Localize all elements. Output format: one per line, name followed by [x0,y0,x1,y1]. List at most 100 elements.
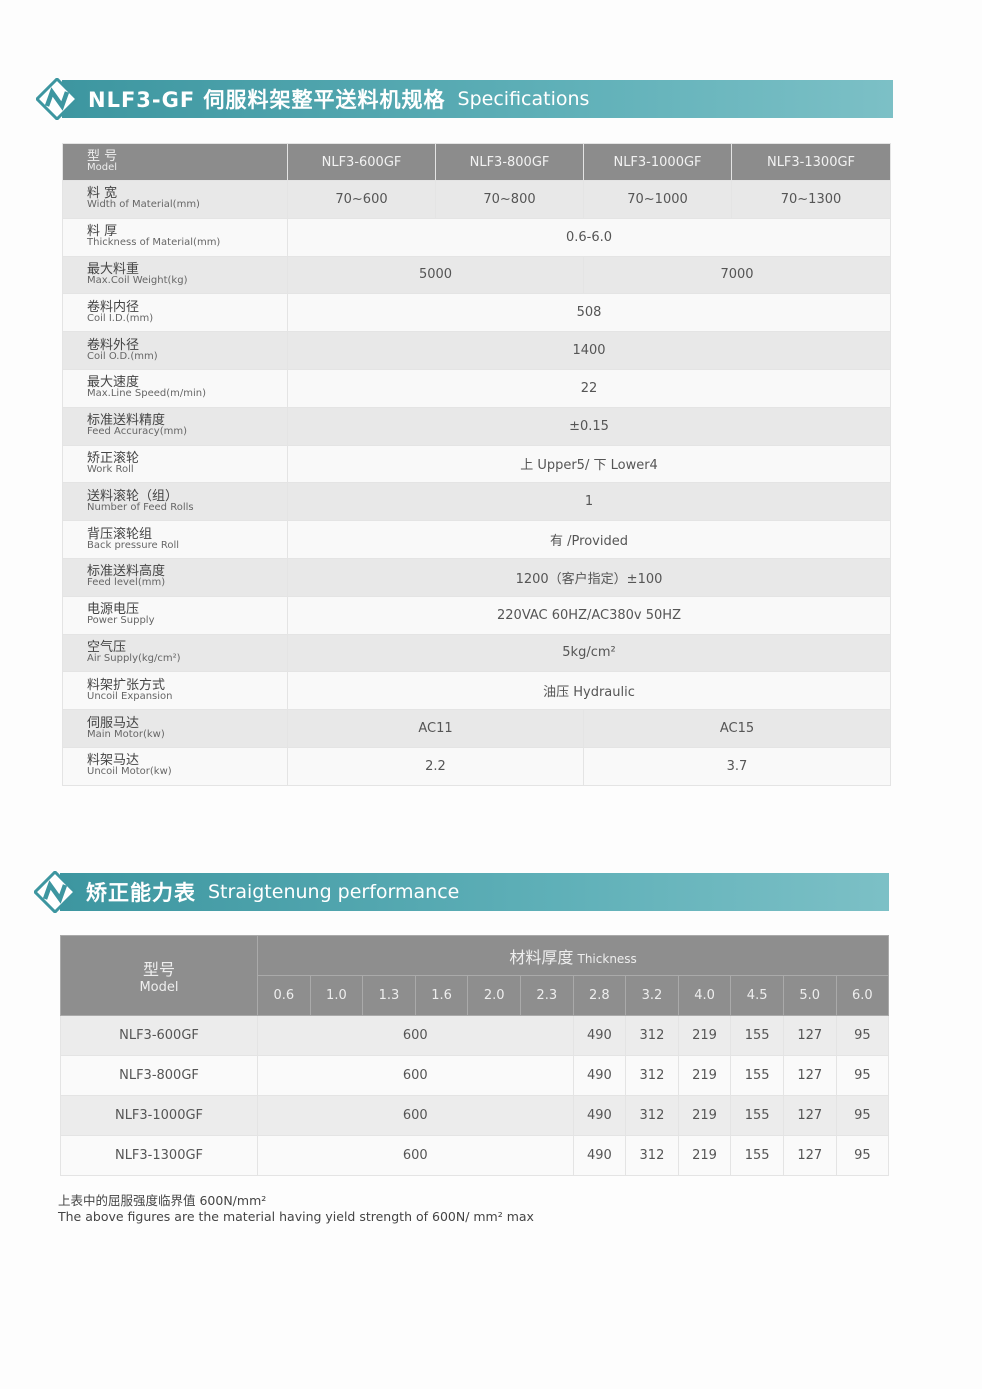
cell-value: 70~600 [287,180,436,219]
thickness-column: 1.3 [362,975,416,1016]
cell-value: 2.2 [287,746,584,786]
model-cell: NLF3-800GF [60,1055,258,1096]
table-row: 标准送料精度 Feed Accuracy(mm) ±0.15 [62,406,891,446]
cell-value: AC11 [287,709,584,748]
model-column: NLF3-800GF [435,143,584,181]
thickness-column: 2.3 [519,975,574,1016]
logo-icon [34,871,76,913]
logo-icon [36,78,78,120]
row-label: 矫正滚轮 Work Roll [62,444,288,484]
cell-value: 70~800 [435,180,584,219]
table-row: 矫正滚轮 Work Roll 上 Upper5/ 下 Lower4 [62,444,891,484]
row-label: 料架马达 Uncoil Motor(kw) [62,746,288,786]
cell-value: 95 [835,1055,890,1096]
thickness-header: 材料厚度 Thickness [256,935,890,976]
cell-value: 1 [287,482,891,522]
row-label: 空气压 Air Supply(kg/cm²) [62,633,288,673]
table-row: 伺服马达 Main Motor(kw) AC11 AC15 [62,709,891,748]
cell-value: 有 /Provided [287,520,891,559]
row-label: 伺服马达 Main Motor(kw) [62,709,288,748]
row-label: 送料滚轮（组） Number of Feed Rolls [62,482,288,522]
thickness-column: 5.0 [782,975,837,1016]
performance-table: 型号 Model 材料厚度 Thickness 0.6 1.0 1.3 1.6 2.0 2.… [60,935,890,1176]
spec-banner: NLF3-GF 伺服料架整平送料机规格 Specifications [36,78,893,120]
cell-value: 3.7 [583,746,891,786]
table-row: 卷料外径 Coil O.D.(mm) 1400 [62,331,891,370]
row-label: 标准送料高度 Feed level(mm) [62,557,288,597]
perf-title-en: Straigtenung performance [208,881,460,903]
cell-value: 95 [835,1095,890,1136]
spec-title-cn: NLF3-GF 伺服料架整平送料机规格 [88,88,446,112]
table-row: 背压滚轮组 Back pressure Roll 有 /Provided [62,520,891,559]
cell-value: 油压 Hydraulic [287,671,891,711]
cell-value: 490 [572,1055,627,1096]
cell-value: 127 [782,1135,837,1176]
cell-value: 490 [572,1135,627,1176]
cell-value: 1200（客户指定）±100 [287,557,891,597]
spec-title-en: Specifications [457,88,590,110]
footnote: 上表中的屈服强度临界值 600N/mm² The above figures a… [58,1193,534,1225]
footnote-cn: 上表中的屈服强度临界值 600N/mm² [58,1193,267,1208]
thickness-column: 0.6 [257,975,311,1016]
row-label: 最大速度 Max.Line Speed(m/min) [62,368,288,408]
table-row: 料 厚 Thickness of Material(mm) 0.6-6.0 [62,217,891,257]
cell-value: 155 [730,1055,784,1096]
cell-value: 600 [257,1055,574,1096]
row-label: 料架扩张方式 Uncoil Expansion [62,671,288,711]
row-label: 背压滚轮组 Back pressure Roll [62,520,288,559]
table-row: 料架扩张方式 Uncoil Expansion 油压 Hydraulic [62,671,891,711]
thickness-column: 2.8 [572,975,627,1016]
footnote-en: The above figures are the material havin… [58,1209,534,1224]
cell-value: 312 [625,1015,679,1056]
table-row: NLF3-1300GF 600 490 312 219 155 127 95 [60,1135,890,1176]
cell-value: 上 Upper5/ 下 Lower4 [287,444,891,484]
table-row: 最大料重 Max.Coil Weight(kg) 5000 7000 [62,255,891,295]
model-header: 型号 Model [60,935,258,1016]
perf-title-cn: 矫正能力表 [86,881,196,905]
cell-value: 5kg/cm² [287,633,891,673]
cell-value: 127 [782,1015,837,1056]
row-label: 最大料重 Max.Coil Weight(kg) [62,255,288,295]
table-row: 卷料内径 Coil I.D.(mm) 508 [62,293,891,333]
cell-value: 70~1300 [731,180,891,219]
table-row: 空气压 Air Supply(kg/cm²) 5kg/cm² [62,633,891,673]
cell-value: 7000 [583,255,891,295]
cell-value: 95 [835,1015,890,1056]
table-header-row: 型 号 Model NLF3-600GF NLF3-800GF NLF3-1000… [62,143,891,181]
thickness-column: 3.2 [625,975,679,1016]
row-label: 料 宽 Width of Material(mm) [62,180,288,219]
model-cell: NLF3-1000GF [60,1095,258,1136]
cell-value: 312 [625,1055,679,1096]
row-label: 料 厚 Thickness of Material(mm) [62,217,288,257]
table-row: 料 宽 Width of Material(mm) 70~600 70~800 70~1… [62,180,891,219]
cell-value: 490 [572,1015,627,1056]
thickness-column: 1.6 [414,975,469,1016]
cell-value: 0.6-6.0 [287,217,891,257]
cell-value: 70~1000 [583,180,732,219]
cell-value: 1400 [287,331,891,370]
model-column: NLF3-1300GF [731,143,891,181]
cell-value: 600 [257,1135,574,1176]
model-cell: NLF3-1300GF [60,1135,258,1176]
thickness-column: 4.5 [730,975,784,1016]
table-row: 标准送料高度 Feed level(mm) 1200（客户指定）±100 [62,557,891,597]
cell-value: 219 [677,1095,732,1136]
cell-value: 155 [730,1135,784,1176]
table-row: 料架马达 Uncoil Motor(kw) 2.2 3.7 [62,746,891,786]
row-label: 电源电压 Power Supply [62,595,288,635]
table-row: NLF3-1000GF 600 490 312 219 155 127 95 [60,1095,890,1136]
table-row: NLF3-800GF 600 490 312 219 155 127 95 [60,1055,890,1096]
model-header: 型 号 Model [62,143,288,181]
cell-value: 5000 [287,255,584,295]
row-label: 卷料外径 Coil O.D.(mm) [62,331,288,370]
table-row: 电源电压 Power Supply 220VAC 60HZ/AC380v 50HZ [62,595,891,635]
model-column: NLF3-600GF [287,143,436,181]
cell-value: 600 [257,1095,574,1136]
cell-value: 490 [572,1095,627,1136]
cell-value: 127 [782,1095,837,1136]
thickness-column: 2.0 [467,975,521,1016]
model-column: NLF3-1000GF [583,143,732,181]
cell-value: 219 [677,1135,732,1176]
cell-value: 312 [625,1135,679,1176]
perf-banner: 矫正能力表 Straigtenung performance [34,871,889,913]
